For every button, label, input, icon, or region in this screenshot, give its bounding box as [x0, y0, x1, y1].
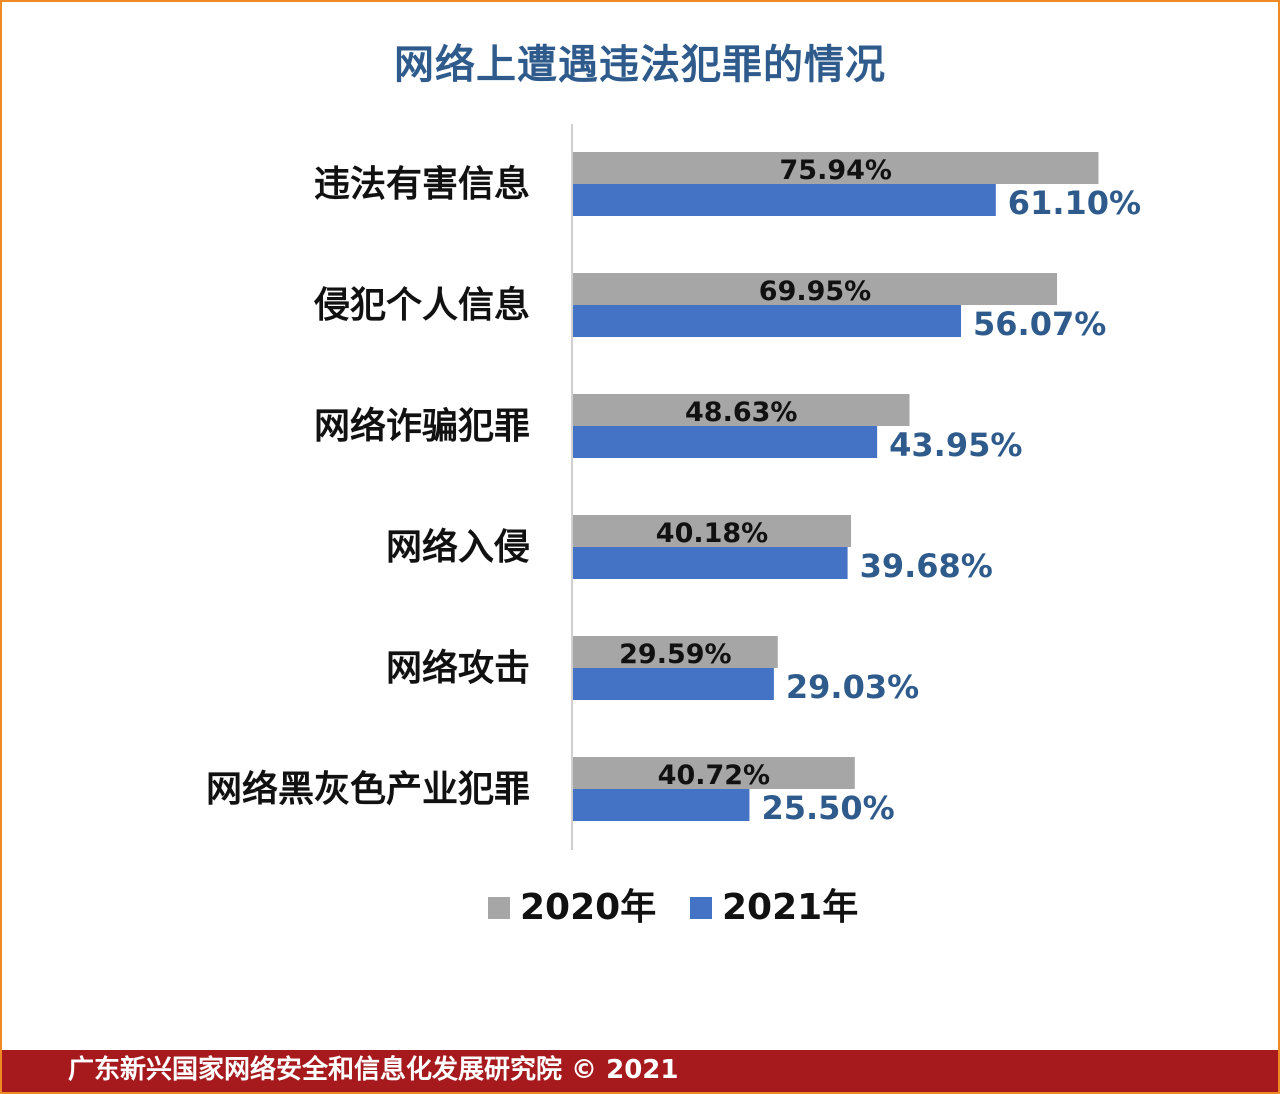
bar-2020	[573, 636, 778, 668]
category-label: 网络黑灰色产业犯罪	[206, 768, 530, 810]
data-label-2020: 40.18%	[656, 518, 768, 549]
legend-label-2021: 2021年	[722, 887, 858, 928]
bar-2021	[573, 305, 962, 337]
bar-2020	[573, 515, 852, 547]
data-label-2020: 69.95%	[759, 276, 871, 307]
data-label-2020: 48.63%	[685, 397, 797, 428]
category-label: 网络入侵	[386, 526, 530, 568]
category-label: 网络攻击	[386, 647, 530, 689]
data-label-2020: 40.72%	[658, 760, 770, 791]
chart-title: 网络上遭遇违法犯罪的情况	[394, 42, 886, 88]
bar-2021	[573, 426, 878, 458]
bar-2020	[573, 152, 1099, 184]
bar-2021	[573, 184, 996, 216]
legend-swatch-2021	[690, 897, 712, 919]
bar-2021	[573, 547, 848, 579]
data-label-2021: 39.68%	[860, 547, 993, 585]
data-label-2020: 75.94%	[780, 155, 892, 186]
data-label-2021: 29.03%	[786, 668, 919, 706]
legend-label-2020: 2020年	[520, 887, 656, 928]
footer-copyright: 广东新兴国家网络安全和信息化发展研究院 © 2021	[68, 1055, 679, 1085]
category-label: 网络诈骗犯罪	[314, 405, 530, 447]
data-label-2021: 43.95%	[889, 426, 1022, 464]
data-label-2020: 29.59%	[619, 639, 731, 670]
data-label-2021: 61.10%	[1008, 184, 1141, 222]
data-label-2021: 56.07%	[973, 305, 1106, 343]
category-label: 侵犯个人信息	[313, 285, 530, 326]
data-label-2021: 25.50%	[761, 789, 894, 827]
bar-chart: 违法有害信息 75.94% 61.10% 侵犯个人信息 69.95% 56.07% 网络诈骗…	[206, 124, 1141, 928]
bar-2020	[573, 757, 855, 789]
footer-bar: 广东新兴国家网络安全和信息化发展研究院 © 2021	[2, 1050, 1278, 1092]
legend-swatch-2020	[488, 897, 510, 919]
bar-2021	[573, 668, 774, 700]
bar-2021	[573, 789, 750, 821]
category-label: 违法有害信息	[314, 164, 530, 205]
bar-2020	[573, 273, 1058, 305]
bar-2020	[573, 394, 910, 426]
